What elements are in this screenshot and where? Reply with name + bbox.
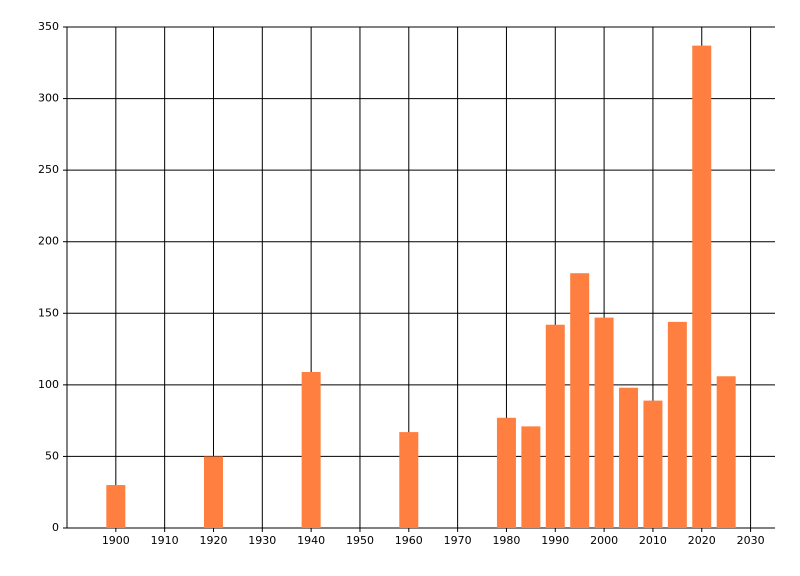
x-tick-label: 1930 xyxy=(248,534,276,547)
x-tick-label: 1970 xyxy=(444,534,472,547)
x-tick-label: 2000 xyxy=(590,534,618,547)
bar xyxy=(399,432,419,528)
bar xyxy=(106,485,126,528)
x-tick-label: 1950 xyxy=(346,534,374,547)
x-tick-label: 1940 xyxy=(297,534,325,547)
x-tick-label: 1960 xyxy=(395,534,423,547)
x-tick-label: 1980 xyxy=(492,534,520,547)
y-tick-label: 350 xyxy=(38,20,59,33)
y-tick-label: 150 xyxy=(38,306,59,319)
y-tick-label: 250 xyxy=(38,163,59,176)
bar xyxy=(594,317,614,528)
bar xyxy=(716,376,736,528)
y-tick-label: 50 xyxy=(45,449,59,462)
x-tick-label: 1920 xyxy=(199,534,227,547)
y-tick-label: 100 xyxy=(38,378,59,391)
bar xyxy=(692,45,712,528)
bar xyxy=(545,324,565,528)
x-tick-label: 2030 xyxy=(737,534,765,547)
bar xyxy=(301,371,321,528)
x-tick-label: 2010 xyxy=(639,534,667,547)
x-tick-label: 1990 xyxy=(541,534,569,547)
x-tick-label: 1910 xyxy=(151,534,179,547)
y-tick-label: 0 xyxy=(52,521,59,534)
x-tick-label: 1900 xyxy=(102,534,130,547)
bar xyxy=(667,321,687,528)
bar xyxy=(203,456,223,528)
bar xyxy=(496,417,516,528)
bar xyxy=(619,387,639,528)
bar xyxy=(521,426,541,528)
y-tick-label: 200 xyxy=(38,235,59,248)
bar xyxy=(643,400,663,528)
x-tick-label: 2020 xyxy=(688,534,716,547)
y-tick-label: 300 xyxy=(38,92,59,105)
bar xyxy=(570,273,590,528)
